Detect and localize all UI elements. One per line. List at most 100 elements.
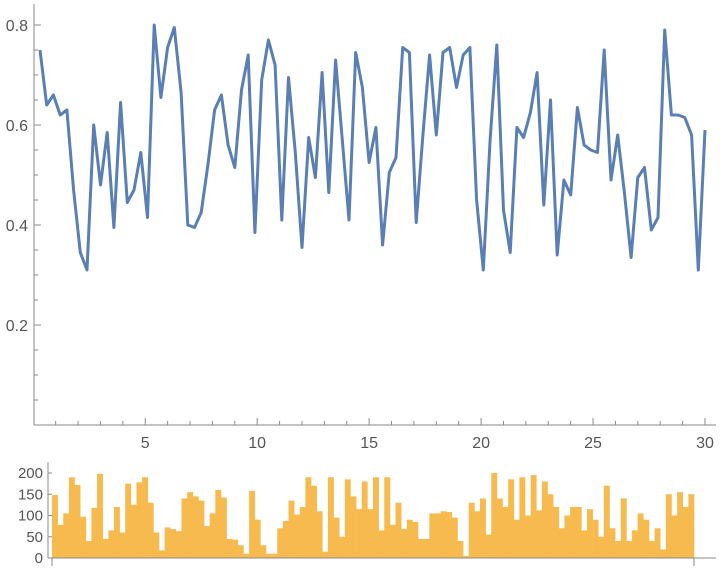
histogram-bar bbox=[80, 516, 87, 558]
histogram-bar bbox=[378, 530, 385, 559]
histogram-bar bbox=[496, 498, 503, 558]
histogram-bar bbox=[688, 494, 695, 558]
bar-y-tick-label: 0 bbox=[35, 550, 43, 567]
histogram-bar bbox=[68, 477, 75, 558]
histogram-bar bbox=[220, 497, 227, 558]
histogram-bar bbox=[598, 536, 605, 558]
histogram-bar bbox=[434, 513, 441, 559]
histogram-bar bbox=[564, 515, 571, 558]
histogram-bar bbox=[530, 475, 537, 559]
histogram-bar bbox=[468, 502, 475, 558]
histogram-bar bbox=[294, 514, 301, 558]
histogram-bar bbox=[446, 512, 453, 558]
histogram-bar bbox=[204, 526, 210, 559]
histogram-bar bbox=[130, 504, 137, 559]
y-tick-label: 0.8 bbox=[6, 18, 28, 35]
histogram-bar bbox=[277, 528, 284, 558]
histogram-bar bbox=[609, 528, 616, 558]
histogram-bar bbox=[339, 536, 346, 558]
histogram-bar bbox=[316, 511, 323, 558]
y-tick-label: 0.2 bbox=[6, 318, 28, 335]
histogram-bar bbox=[249, 490, 256, 558]
histogram-bar bbox=[423, 538, 430, 559]
histogram-bar bbox=[198, 500, 205, 559]
histogram-bar bbox=[305, 477, 312, 558]
histogram-bar bbox=[125, 483, 132, 559]
x-tick-label: 30 bbox=[696, 435, 714, 452]
histogram-bar bbox=[677, 492, 684, 559]
histogram-bar bbox=[418, 538, 424, 559]
histogram-bar bbox=[474, 511, 481, 558]
bar-y-tick-label: 150 bbox=[18, 486, 43, 503]
histogram-bar bbox=[581, 530, 588, 559]
histogram-bar bbox=[665, 494, 672, 558]
x-tick-label: 25 bbox=[584, 435, 602, 452]
histogram-bar bbox=[57, 524, 64, 558]
histogram-bar bbox=[260, 545, 267, 558]
histogram-bar bbox=[440, 511, 447, 558]
histogram-bar bbox=[660, 549, 667, 558]
histogram-bar bbox=[384, 477, 391, 558]
histogram-bar bbox=[74, 484, 81, 558]
histogram-bar bbox=[513, 519, 520, 558]
histogram-bar bbox=[429, 513, 436, 559]
histogram-bar bbox=[52, 495, 58, 558]
histogram-bar bbox=[412, 521, 419, 559]
histogram-bar bbox=[570, 507, 577, 558]
histogram-bar bbox=[519, 477, 526, 558]
histogram-bar bbox=[333, 517, 340, 559]
histogram-bar bbox=[119, 532, 126, 558]
x-tick-label: 15 bbox=[360, 435, 378, 452]
histogram-bar bbox=[553, 507, 560, 558]
histogram-bar bbox=[97, 473, 103, 558]
histogram-bar bbox=[288, 500, 295, 559]
histogram-bar bbox=[671, 515, 678, 558]
histogram-bar bbox=[643, 519, 650, 558]
histogram-bar bbox=[164, 527, 171, 558]
histogram-bar bbox=[361, 481, 368, 558]
histogram-bar bbox=[91, 507, 98, 558]
histogram-bar bbox=[525, 515, 531, 558]
histogram-bar bbox=[502, 507, 509, 558]
histogram-bar bbox=[232, 539, 239, 558]
histogram-bar bbox=[327, 477, 334, 558]
histogram-bar bbox=[254, 519, 261, 558]
histogram-bar bbox=[159, 550, 165, 558]
histogram-bar bbox=[181, 498, 188, 558]
histogram-bar bbox=[558, 528, 565, 558]
histogram-bar bbox=[271, 553, 278, 558]
histogram-bar bbox=[85, 541, 92, 558]
x-tick-label: 10 bbox=[248, 435, 266, 452]
histogram-bar bbox=[299, 507, 306, 558]
histogram-bar bbox=[389, 524, 396, 558]
y-tick-label: 0.6 bbox=[6, 118, 28, 135]
histogram-bar bbox=[485, 534, 492, 559]
bar-y-tick-label: 200 bbox=[18, 465, 43, 482]
histogram-bar bbox=[401, 529, 408, 558]
histogram-bar bbox=[457, 541, 464, 558]
histogram-bar bbox=[463, 555, 470, 559]
histogram-bar bbox=[142, 477, 149, 558]
histogram-bar bbox=[113, 507, 120, 558]
histogram-bar bbox=[266, 553, 272, 558]
histogram-bar bbox=[395, 502, 402, 558]
histogram-bar bbox=[451, 517, 458, 559]
histogram-bar bbox=[547, 494, 554, 558]
series-line bbox=[38, 23, 707, 272]
histogram-bar bbox=[282, 521, 289, 558]
histogram-bar bbox=[350, 496, 357, 559]
histogram-bar bbox=[136, 482, 143, 558]
histogram-bar bbox=[356, 509, 363, 559]
histogram-bar bbox=[102, 538, 109, 559]
histogram-bar bbox=[192, 496, 199, 559]
histogram-bar bbox=[311, 485, 317, 558]
histogram-bar bbox=[243, 553, 250, 558]
x-tick-label: 5 bbox=[141, 435, 150, 452]
histogram-bar bbox=[322, 551, 329, 559]
histogram-bar bbox=[108, 530, 115, 559]
histogram-bar-chart: 0 50 100 150 200 bbox=[18, 462, 716, 567]
histogram-bar bbox=[215, 490, 222, 558]
histogram-bar bbox=[226, 538, 233, 559]
histogram-bar bbox=[367, 509, 374, 559]
bar-y-tick-label: 50 bbox=[26, 529, 43, 546]
